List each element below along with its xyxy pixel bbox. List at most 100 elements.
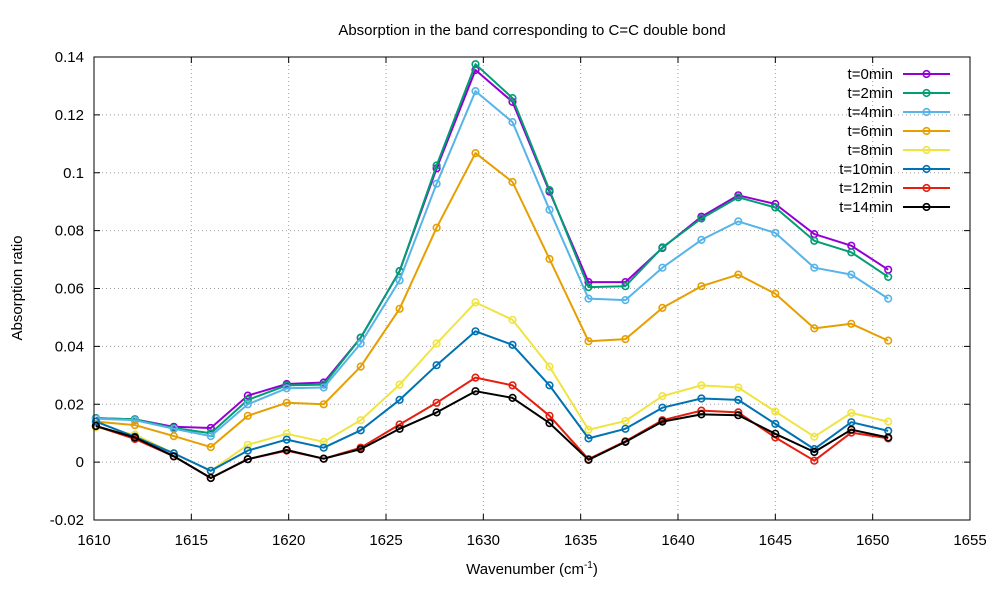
data-point xyxy=(508,393,517,403)
data-point xyxy=(282,445,291,455)
data-point xyxy=(734,217,743,226)
series-t=6min xyxy=(91,149,893,452)
y-tick-label: 0.12 xyxy=(55,107,84,124)
data-point xyxy=(621,424,630,433)
data-point xyxy=(432,408,441,417)
data-point xyxy=(130,433,139,442)
data-point xyxy=(319,443,328,452)
data-point xyxy=(584,455,593,464)
data-point xyxy=(206,432,215,441)
data-point xyxy=(545,186,554,195)
legend-label: t=12min xyxy=(839,180,893,197)
x-tick-label: 1635 xyxy=(564,532,597,549)
data-point xyxy=(810,263,819,272)
data-point xyxy=(697,410,706,419)
data-point xyxy=(243,446,252,455)
plot-frame xyxy=(93,56,971,521)
data-point xyxy=(471,373,480,382)
data-point xyxy=(884,336,893,345)
data-point xyxy=(395,395,404,405)
data-point xyxy=(584,434,593,443)
data-point xyxy=(356,362,365,371)
y-tick-label: 0.14 xyxy=(55,49,84,66)
data-point xyxy=(734,193,743,202)
series-line xyxy=(95,330,889,472)
legend-label: t=14min xyxy=(839,199,893,216)
data-point xyxy=(471,327,480,336)
data-point xyxy=(395,276,404,285)
x-tick-label: 1640 xyxy=(661,532,694,549)
data-point xyxy=(658,263,667,272)
data-point xyxy=(884,272,893,282)
series-line xyxy=(95,152,889,449)
data-point xyxy=(319,454,328,463)
data-point xyxy=(319,400,328,409)
data-point xyxy=(697,381,706,390)
data-point xyxy=(508,117,517,127)
x-axis-label: Wavenumber (cm-1) xyxy=(466,560,598,578)
series-line xyxy=(95,90,889,438)
data-point xyxy=(847,408,856,418)
series-t=10min xyxy=(91,327,893,475)
data-point xyxy=(206,423,215,433)
data-point xyxy=(771,203,780,212)
data-point xyxy=(432,223,441,232)
data-point xyxy=(282,384,291,393)
data-point xyxy=(545,254,554,264)
data-point xyxy=(545,362,554,371)
series-t=0min xyxy=(91,65,893,433)
legend-marker xyxy=(922,88,931,98)
data-point xyxy=(395,380,404,389)
data-point xyxy=(810,324,819,333)
data-point xyxy=(432,179,441,188)
data-point xyxy=(697,235,706,244)
data-point xyxy=(847,270,856,279)
data-point xyxy=(584,425,593,434)
data-point xyxy=(621,416,630,426)
legend-entry: t=2min xyxy=(848,85,950,102)
legend-marker xyxy=(922,107,931,117)
legend-label: t=10min xyxy=(839,161,893,178)
y-tick-label: 0.08 xyxy=(55,223,84,240)
x-tick-label: 1630 xyxy=(467,532,500,549)
series-line xyxy=(95,69,889,429)
data-point xyxy=(771,228,780,237)
data-point xyxy=(658,392,667,401)
data-point xyxy=(697,394,706,403)
legend-entry: t=4min xyxy=(848,104,950,121)
data-point xyxy=(508,315,517,324)
data-point xyxy=(884,294,893,303)
data-point xyxy=(471,60,480,69)
data-point xyxy=(847,425,856,434)
data-point xyxy=(319,383,328,392)
data-point xyxy=(206,443,215,452)
series-t=14min xyxy=(91,387,893,483)
data-point xyxy=(697,282,706,291)
data-point xyxy=(847,418,856,427)
data-point xyxy=(432,161,441,170)
data-point xyxy=(734,411,743,420)
legend-marker xyxy=(922,126,931,136)
data-point xyxy=(169,432,178,441)
x-tick-label: 1615 xyxy=(175,532,208,549)
legend: t=0min t=2min t=4min t=6min t=8min t=10min t=1… xyxy=(839,66,950,216)
data-point xyxy=(658,417,667,426)
legend-label: t=4min xyxy=(848,104,893,121)
data-point xyxy=(810,456,819,465)
data-point xyxy=(91,417,100,426)
legend-marker xyxy=(922,69,931,79)
legend-entry: t=6min xyxy=(848,123,950,140)
chart-title: Absorption in the band corresponding to … xyxy=(338,22,725,39)
data-point xyxy=(130,421,139,430)
data-point xyxy=(621,296,630,305)
data-point xyxy=(771,419,780,429)
y-tick-label: 0 xyxy=(76,454,84,471)
legend-label: t=8min xyxy=(848,142,893,159)
legend-entry: t=10min xyxy=(839,161,950,178)
data-point xyxy=(432,339,441,348)
x-axis-label-superscript: -1 xyxy=(584,560,593,571)
data-point xyxy=(432,361,441,370)
data-point xyxy=(810,236,819,245)
data-point xyxy=(282,398,291,407)
